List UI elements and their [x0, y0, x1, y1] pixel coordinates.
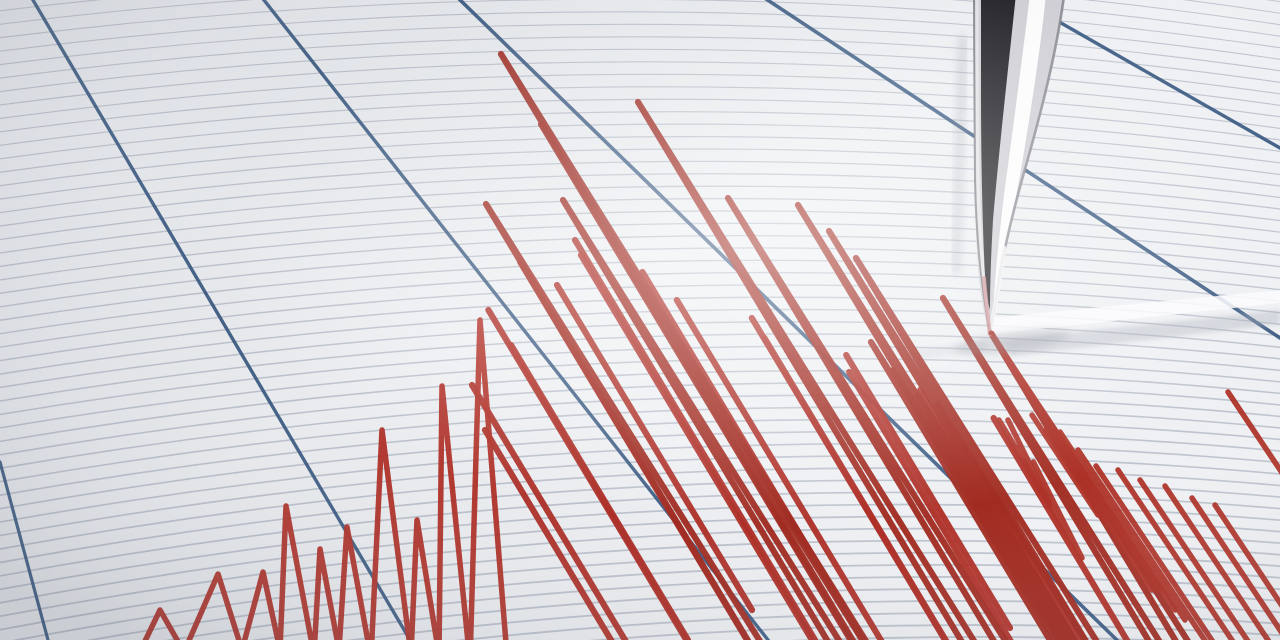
seismograph-scene — [0, 0, 1280, 640]
corner-shade-bottomleft — [0, 0, 1280, 640]
seismograph-photo — [0, 0, 1280, 640]
